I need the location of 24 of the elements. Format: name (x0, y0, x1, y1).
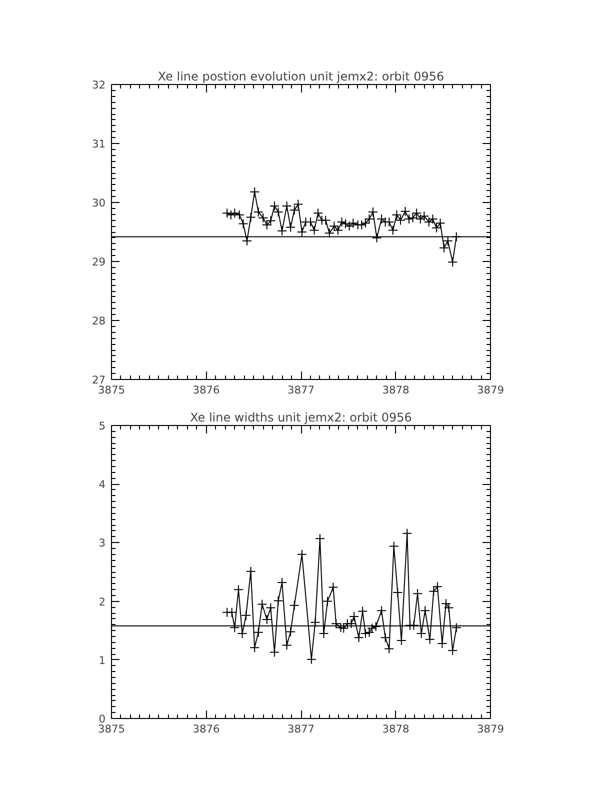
y-tick-label: 27 (92, 374, 106, 386)
y-tick-label: 1 (98, 654, 106, 667)
y-tick-label: 2 (98, 595, 106, 608)
y-tick-label: 3 (98, 536, 106, 550)
x-tick-label: 3879 (476, 722, 504, 736)
x-tick-label: 3875 (98, 722, 126, 736)
y-tick-label: 4 (98, 478, 106, 492)
x-tick-label: 3877 (287, 722, 315, 736)
y-tick-label: 28 (92, 314, 106, 328)
x-tick-label: 3879 (476, 384, 504, 396)
chart-title: Xe line widths unit jemx2: orbit 0956 (190, 410, 412, 424)
x-tick-label: 3878 (382, 384, 410, 396)
y-tick-label: 31 (92, 138, 106, 150)
x-tick-label: 3878 (382, 722, 410, 736)
y-tick-label: 30 (92, 196, 106, 210)
x-tick-label: 3876 (192, 384, 220, 396)
chart-title: Xe line postion evolution unit jemx2: orbit 0956 (158, 70, 444, 84)
x-tick-label: 3875 (98, 384, 126, 396)
y-tick-label: 32 (92, 78, 106, 92)
x-tick-label: 3876 (192, 722, 220, 736)
x-tick-label: 3877 (287, 384, 315, 396)
y-tick-label: 0 (98, 712, 106, 726)
y-tick-label: 5 (98, 420, 106, 432)
y-tick-label: 29 (92, 256, 106, 268)
